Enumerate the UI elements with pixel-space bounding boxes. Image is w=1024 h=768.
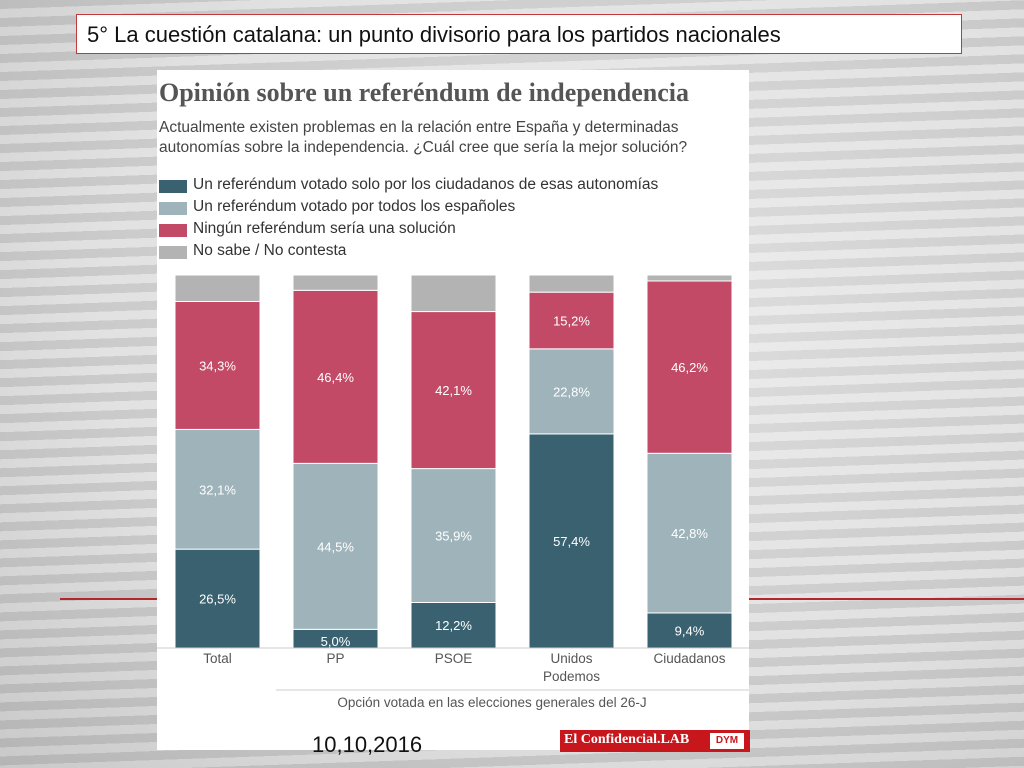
- data-label: 22,8%: [553, 384, 590, 399]
- legend-label: Un referéndum votado por todos los españ…: [193, 198, 516, 215]
- segment-local-referendum: [528, 433, 615, 649]
- decorative-rule-left: [60, 598, 157, 600]
- data-label: 42,1%: [435, 383, 472, 398]
- category-label: Total: [203, 651, 232, 666]
- legend-swatch: [159, 246, 187, 259]
- segment-dont-know: [528, 274, 615, 293]
- legend-swatch: [159, 180, 187, 193]
- data-label: 46,2%: [671, 360, 708, 375]
- segment-local-referendum: [174, 548, 261, 649]
- data-label: 12,2%: [435, 618, 472, 633]
- segment-dont-know: [174, 274, 261, 302]
- data-label: 35,9%: [435, 529, 472, 544]
- segment-national-referendum: [528, 348, 615, 435]
- category-label: Podemos: [543, 669, 600, 684]
- segment-national-referendum: [646, 452, 733, 614]
- chart-panel: Opinión sobre un referéndum de independe…: [157, 70, 749, 750]
- data-label: 44,5%: [317, 539, 354, 554]
- data-label: 9,4%: [675, 623, 705, 638]
- data-label: 57,4%: [553, 534, 590, 549]
- slide-date: 10,10,2016: [312, 732, 423, 757]
- data-label: 46,4%: [317, 370, 354, 385]
- data-label: 34,3%: [199, 358, 236, 373]
- data-label: 5,0%: [321, 634, 351, 649]
- slide-title-box: 5° La cuestión catalana: un punto diviso…: [76, 14, 962, 54]
- category-label: PP: [326, 651, 344, 666]
- category-label: Ciudadanos: [653, 651, 725, 666]
- data-label: 15,2%: [553, 314, 590, 329]
- data-label: 42,8%: [671, 526, 708, 541]
- category-label: Unidos: [550, 651, 592, 666]
- segment-no-referendum: [646, 280, 733, 454]
- stacked-bar-chart: 26,5% 32,1% 34,3% 5,0% 44,5% 46,4% 12,2% 35,9% 4…: [157, 274, 749, 710]
- legend-label: Ningún referéndum sería una solución: [193, 220, 456, 237]
- segment-no-referendum: [528, 291, 615, 350]
- data-label: 26,5%: [199, 592, 236, 607]
- legend-label: No sabe / No contesta: [193, 242, 347, 259]
- segment-national-referendum: [292, 462, 379, 630]
- bars-layer: 26,5% 32,1% 34,3% 5,0% 44,5% 46,4% 12,2% 35,9% 4…: [174, 274, 733, 649]
- segment-no-referendum: [174, 300, 261, 430]
- slide-title: 5° La cuestión catalana: un punto diviso…: [87, 22, 781, 47]
- x-axis-title: Opción votada en las elecciones generale…: [337, 695, 646, 710]
- category-labels: Total PP PSOE Unidos Podemos Ciudadanos: [203, 651, 726, 684]
- legend-label: Un referéndum votado solo por los ciudad…: [193, 176, 659, 193]
- chart-subtitle: Actualmente existen problemas en la rela…: [159, 119, 688, 156]
- segment-dont-know: [292, 274, 379, 291]
- legend-swatch: [159, 202, 187, 215]
- segment-national-referendum: [410, 468, 497, 603]
- logo-badge: DYM: [710, 733, 744, 749]
- category-label: PSOE: [435, 651, 473, 666]
- segment-local-referendum: [410, 601, 497, 649]
- segment-dont-know: [410, 274, 497, 313]
- segment-local-referendum: [646, 612, 733, 649]
- segment-no-referendum: [410, 311, 497, 470]
- source-logo: El Confidencial.LAB DYM: [560, 730, 750, 752]
- decorative-rule-right: [749, 598, 1024, 600]
- segment-dont-know: [646, 274, 733, 282]
- legend-swatch: [159, 224, 187, 237]
- data-label: 32,1%: [199, 482, 236, 497]
- logo-name: El Confidencial.LAB: [564, 732, 690, 747]
- chart-title: Opinión sobre un referéndum de independe…: [159, 78, 689, 107]
- segment-national-referendum: [174, 428, 261, 550]
